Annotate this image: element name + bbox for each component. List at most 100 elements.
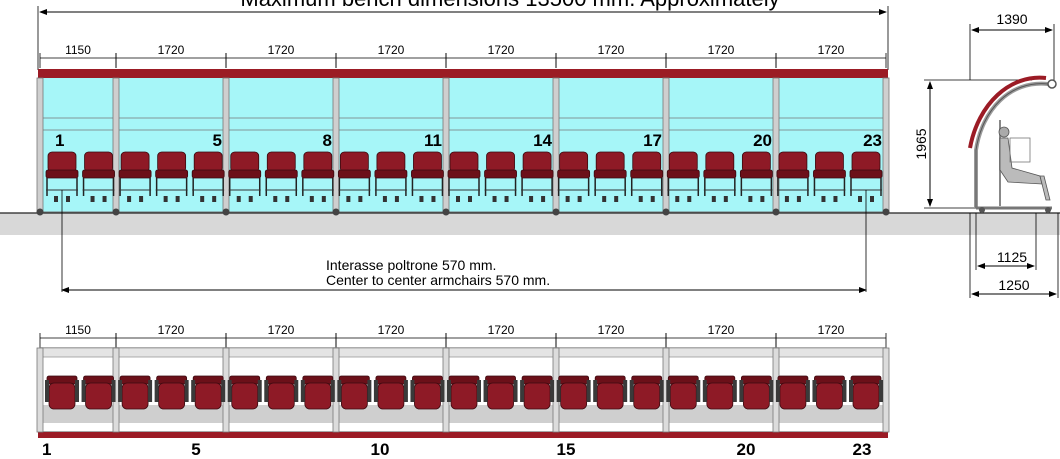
frame-wheel (552, 208, 560, 216)
side-base-inner-label: 1125 (997, 249, 1027, 265)
top-seat (191, 375, 226, 410)
top-seat (483, 375, 518, 410)
frame-post (882, 77, 890, 213)
top-seat (227, 375, 262, 410)
front-dimension-label: 1720 (488, 43, 515, 57)
top-dimension-label: 1720 (818, 323, 845, 337)
top-seat-number: 23 (853, 440, 872, 459)
front-seat-number: 20 (753, 131, 772, 150)
top-seat (447, 375, 481, 410)
front-seat-number: 1 (55, 131, 64, 150)
front-dimension-label: 1720 (598, 43, 625, 57)
top-seat-number: 5 (191, 440, 200, 459)
frame-post (442, 77, 450, 213)
top-seat (264, 375, 299, 410)
top-seat (739, 375, 774, 410)
frame-wheel (332, 208, 340, 216)
top-dimension-label: 1150 (65, 323, 91, 337)
front-seat (411, 151, 444, 202)
front-seat (630, 151, 664, 202)
front-seat-row (45, 151, 883, 202)
top-frame-post (882, 347, 890, 433)
front-seat-number: 11 (424, 131, 442, 150)
front-dimension-label: 1720 (708, 43, 735, 57)
front-dimension-label: 1720 (268, 43, 295, 57)
top-floor-band (42, 405, 884, 423)
front-seat (484, 151, 517, 202)
top-seat-number: 10 (371, 440, 390, 459)
top-seat (118, 375, 153, 410)
top-dimension-label: 1720 (708, 323, 735, 337)
top-seat (702, 375, 737, 410)
front-seat (813, 151, 846, 202)
side-canopy-arc (974, 81, 1049, 208)
spacing-note-english: Center to center armchairs 570 mm. (326, 272, 550, 288)
front-seat (593, 151, 627, 202)
top-dimension-label: 1720 (378, 323, 405, 337)
front-seat-number: 8 (323, 131, 332, 150)
front-seat (739, 151, 773, 202)
front-seat (666, 151, 700, 202)
front-dimension-label: 1150 (65, 43, 91, 57)
frame-wheel (772, 208, 780, 216)
top-seat (45, 375, 79, 410)
front-dimension-label: 1720 (818, 43, 845, 57)
front-seat-number: 23 (863, 131, 882, 150)
front-seat (264, 151, 298, 202)
front-seat (703, 151, 737, 202)
top-seat-number: 20 (737, 440, 756, 459)
front-seat-number: 17 (643, 131, 662, 150)
frame-wheel (222, 208, 230, 216)
top-seat (410, 375, 445, 410)
roof-band (38, 69, 888, 78)
top-dimension-label: 1720 (268, 323, 295, 337)
frame-wheel (882, 208, 890, 216)
top-seat (593, 375, 628, 410)
front-seat (301, 151, 335, 202)
front-seat (191, 151, 225, 202)
top-seat-number: 1 (42, 440, 51, 459)
side-base-outer-label: 1250 (998, 277, 1029, 293)
side-view: 1390 1965 1125 1250 (913, 11, 1059, 298)
top-segment-dimensions: 1150 1720 1720 1720 1720 1720 1720 1720 (39, 323, 887, 348)
front-frame-posts (36, 77, 890, 216)
top-seat (812, 375, 847, 410)
front-segment-dimensions: 1150 1720 1720 1720 1720 1720 1720 1720 (39, 43, 887, 68)
top-seat (556, 375, 591, 410)
top-seat (849, 375, 883, 410)
top-seat (373, 375, 408, 410)
top-view: 1150 1720 1720 1720 1720 1720 1720 1720 1 5 10 15 2… (36, 323, 890, 459)
top-front-rail (38, 432, 888, 438)
frame-wheel (36, 208, 44, 216)
top-dimension-label: 1720 (158, 323, 185, 337)
top-seat (300, 375, 335, 410)
front-seat (82, 151, 115, 202)
front-dimension-label: 1720 (158, 43, 185, 57)
front-seat (447, 151, 481, 202)
top-seat-number: 15 (557, 440, 576, 459)
front-seat (374, 151, 408, 202)
top-seat-numbers: 1 5 10 15 20 23 (42, 440, 871, 459)
top-seat (337, 375, 372, 410)
frame-post (332, 77, 340, 213)
frame-wheel (112, 208, 120, 216)
front-seat (155, 151, 189, 202)
front-seat (849, 151, 883, 202)
frame-post (36, 77, 44, 213)
ground-band (0, 213, 1060, 235)
front-seat (520, 151, 554, 202)
drawing-title: Maximum bench dimensions 13500 mm. Appro… (240, 0, 779, 11)
front-seat-number: 14 (533, 131, 552, 150)
frame-wheel (662, 208, 670, 216)
front-seat (557, 151, 591, 202)
top-seat (81, 375, 116, 410)
front-seat (118, 151, 152, 202)
top-seat (154, 375, 189, 410)
side-top-width-label: 1390 (996, 11, 1027, 27)
side-height-label: 1965 (913, 128, 929, 159)
front-seat-numbers: 1 5 8 11 14 17 20 23 (55, 131, 882, 150)
front-seat (776, 151, 810, 202)
top-seat (520, 375, 555, 410)
top-seat-row (45, 375, 883, 410)
